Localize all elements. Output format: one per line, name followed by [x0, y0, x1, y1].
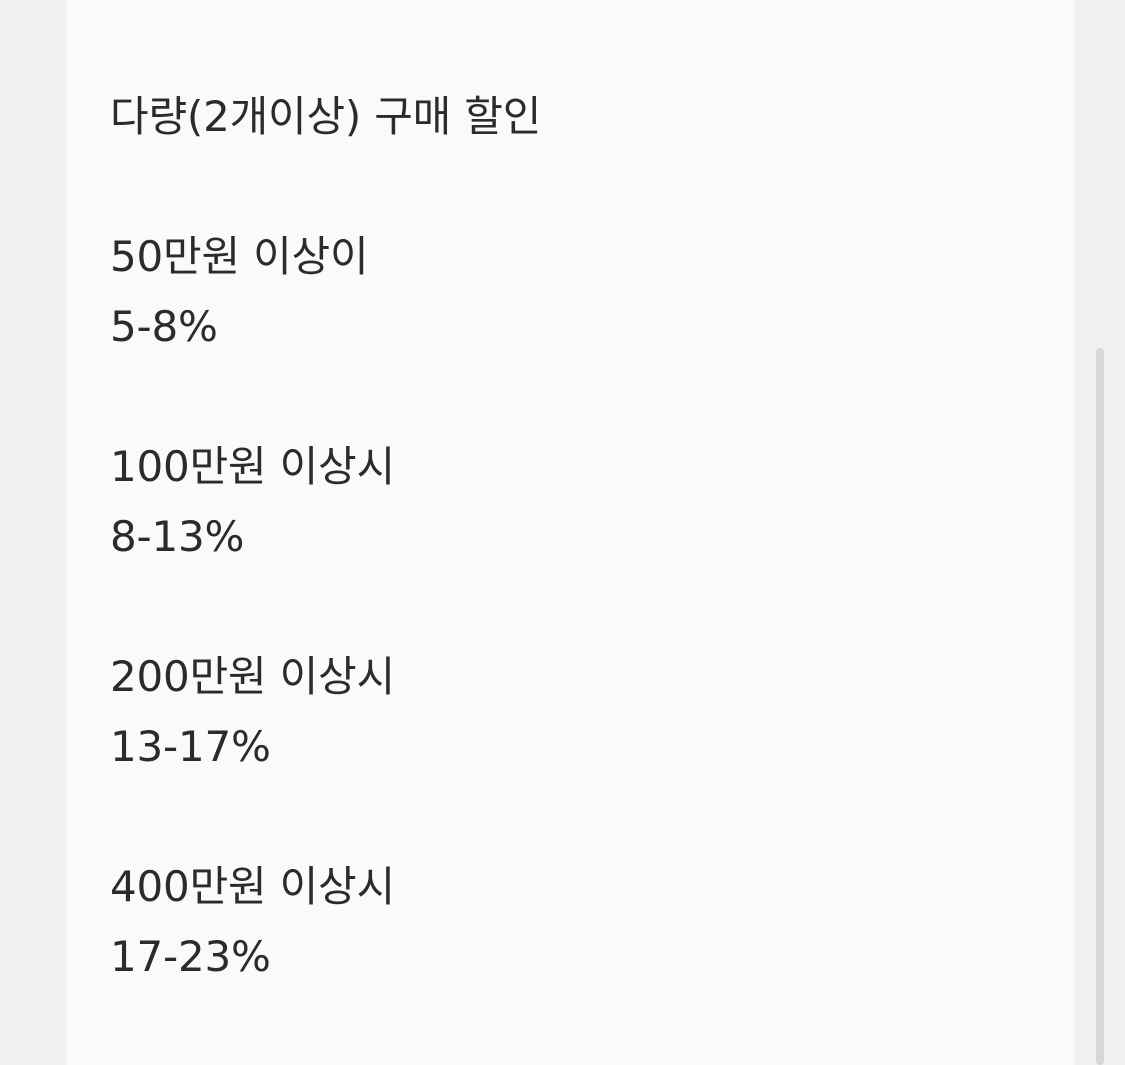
tier-condition-1: 50만원 이상이	[110, 232, 369, 281]
tier-condition-3: 200만원 이상시	[110, 652, 395, 701]
tier-condition-4: 400만원 이상시	[110, 862, 395, 911]
vertical-scrollbar-thumb[interactable]	[1096, 348, 1104, 1065]
spacer-after-title	[110, 152, 1054, 222]
spacer-after-tier-2	[110, 572, 1054, 642]
page-title: 다량(2개이상) 구매 할인	[110, 92, 542, 141]
content-card: 다량(2개이상) 구매 할인 50만원 이상이 5-8% 100만원 이상시 8…	[66, 0, 1074, 1065]
discount-text-block: 다량(2개이상) 구매 할인 50만원 이상이 5-8% 100만원 이상시 8…	[110, 82, 1054, 992]
tier-discount-4: 17-23%	[110, 932, 271, 981]
tier-discount-3: 13-17%	[110, 722, 271, 771]
spacer-after-tier-3	[110, 782, 1054, 852]
tier-condition-2: 100만원 이상시	[110, 442, 395, 491]
left-gutter	[0, 0, 66, 1065]
tier-discount-2: 8-13%	[110, 512, 245, 561]
tier-discount-1: 5-8%	[110, 302, 218, 351]
spacer-after-tier-1	[110, 362, 1054, 432]
